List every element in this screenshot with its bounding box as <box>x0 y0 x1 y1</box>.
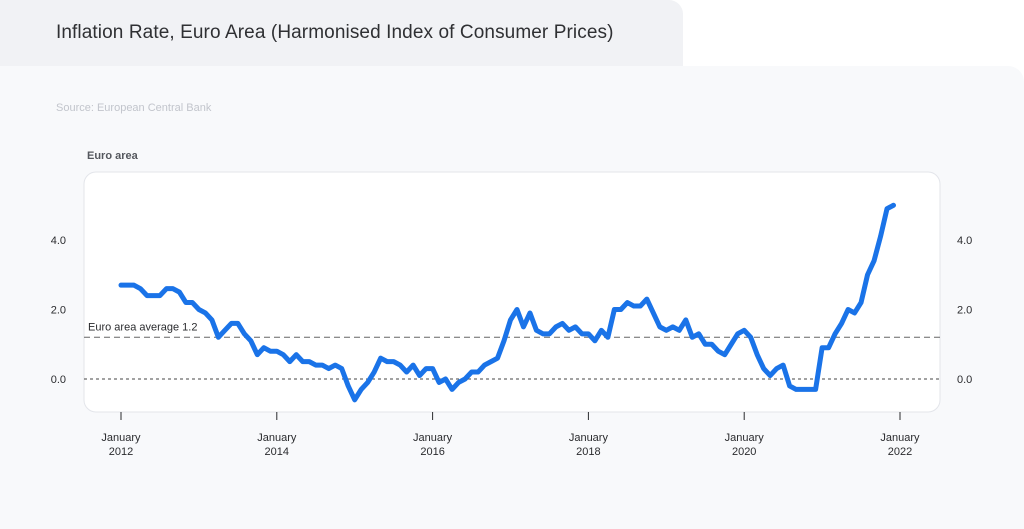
source-note: Source: European Central Bank <box>56 102 212 114</box>
y-axis-right: 0.0 2.0 4.0 <box>957 235 972 386</box>
series-group <box>118 202 897 403</box>
y-tick-label-left: 0.0 <box>51 374 66 386</box>
series-heading: Euro area <box>87 150 138 162</box>
x-tick-label-month: January <box>569 432 609 444</box>
page-title: Inflation Rate, Euro Area (Harmonised In… <box>56 22 614 43</box>
x-tick-label-month: January <box>880 432 920 444</box>
x-tick-label-year: 2014 <box>265 446 289 458</box>
x-axis: January 2012 January 2014 January 2016 January… <box>101 412 920 458</box>
x-tick-label-month: January <box>725 432 765 444</box>
y-tick-label-left: 4.0 <box>51 235 66 247</box>
x-tick-label-year: 2012 <box>109 446 133 458</box>
x-tick-label-year: 2016 <box>420 446 444 458</box>
x-tick-label-month: January <box>101 432 141 444</box>
reference-lines: Euro area average 1.2 <box>84 321 940 380</box>
y-tick-label-right: 2.0 <box>957 305 972 317</box>
x-tick-label-month: January <box>257 432 297 444</box>
y-tick-label-right: 4.0 <box>957 235 972 247</box>
y-axis-left: 0.0 2.0 4.0 <box>51 235 66 386</box>
y-tick-label-right: 0.0 <box>957 374 972 386</box>
plot-area <box>83 171 941 413</box>
x-tick-label-year: 2018 <box>576 446 600 458</box>
y-tick-label-left: 2.0 <box>51 305 66 317</box>
average-line-label: Euro area average 1.2 <box>88 321 197 333</box>
series-line-euro-area <box>118 202 897 403</box>
x-tick-label-year: 2020 <box>732 446 756 458</box>
x-tick-label-month: January <box>413 432 453 444</box>
title-tab <box>0 0 683 68</box>
x-tick-label-year: 2022 <box>888 446 912 458</box>
